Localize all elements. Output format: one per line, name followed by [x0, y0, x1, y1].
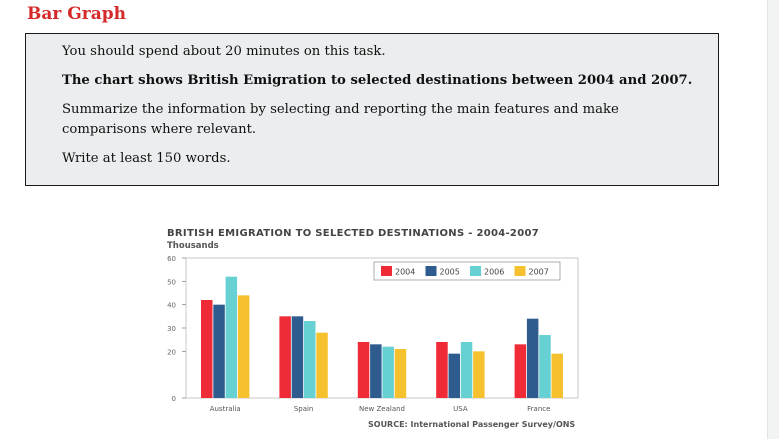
legend-box [373, 261, 561, 281]
y-tick-label: 20 [167, 348, 176, 356]
task-time-instruction: You should spend about 20 minutes on thi… [62, 44, 386, 59]
y-tick-label: 50 [167, 278, 176, 286]
x-tick-label: Australia [210, 405, 241, 413]
bar-2005-new-zealand [370, 344, 382, 398]
y-tick-label: 30 [167, 325, 176, 333]
bar-2004-new-zealand [357, 342, 370, 398]
legend-label: 2004 [395, 268, 415, 277]
bar-2005-australia [213, 304, 225, 398]
bar-2007-australia [237, 295, 250, 398]
task-chart-description: The chart shows British Emigration to se… [62, 73, 693, 88]
chart-source: SOURCE: International Passenger Survey/O… [368, 420, 575, 429]
legend-swatch [425, 266, 437, 276]
chart-legend: 2004 2005 2006 2007 [373, 261, 561, 281]
bar-2007-france [551, 353, 563, 398]
bar-2007-new-zealand [394, 349, 407, 398]
bar-2006-france [539, 335, 551, 398]
bar-2007-usa [473, 351, 485, 398]
x-tick-label: USA [453, 405, 468, 413]
y-tick-label: 0 [172, 395, 176, 403]
chart-title: BRITISH EMIGRATION TO SELECTED DESTINATI… [167, 228, 539, 239]
bar-2006-usa [460, 342, 473, 398]
bar-2004-spain [279, 316, 291, 398]
bar-2007-spain [316, 332, 328, 398]
bar-2004-australia [201, 300, 213, 398]
task-summarize-instruction: Summarize the information by selecting a… [62, 102, 619, 137]
x-tick-label: New Zealand [359, 405, 405, 413]
y-tick-label: 60 [167, 255, 176, 263]
x-tick-label: France [527, 405, 550, 413]
bar-2005-spain [291, 316, 304, 398]
y-axis-label: Thousands [167, 241, 219, 251]
legend-label: 2005 [440, 268, 460, 277]
bar-2006-new-zealand [382, 346, 394, 398]
scrollbar-track[interactable] [767, 0, 779, 439]
bar-2004-usa [436, 342, 448, 398]
task-instructions-box: You should spend about 20 minutes on thi… [25, 33, 719, 186]
bar-2006-australia [225, 276, 238, 398]
bar-2005-france [526, 318, 539, 398]
legend-swatch [381, 266, 392, 276]
bar-2005-usa [448, 353, 460, 398]
y-tick-label: 40 [167, 302, 176, 310]
bar-2004-france [514, 344, 527, 398]
legend-label: 2007 [529, 268, 549, 277]
bar-2006-spain [304, 321, 316, 398]
page-title: Bar Graph [27, 4, 126, 24]
legend-swatch [514, 266, 526, 276]
x-tick-label: Spain [294, 405, 314, 413]
legend-label: 2006 [484, 268, 504, 277]
legend-swatch [470, 266, 481, 276]
task-word-count: Write at least 150 words. [62, 151, 231, 166]
